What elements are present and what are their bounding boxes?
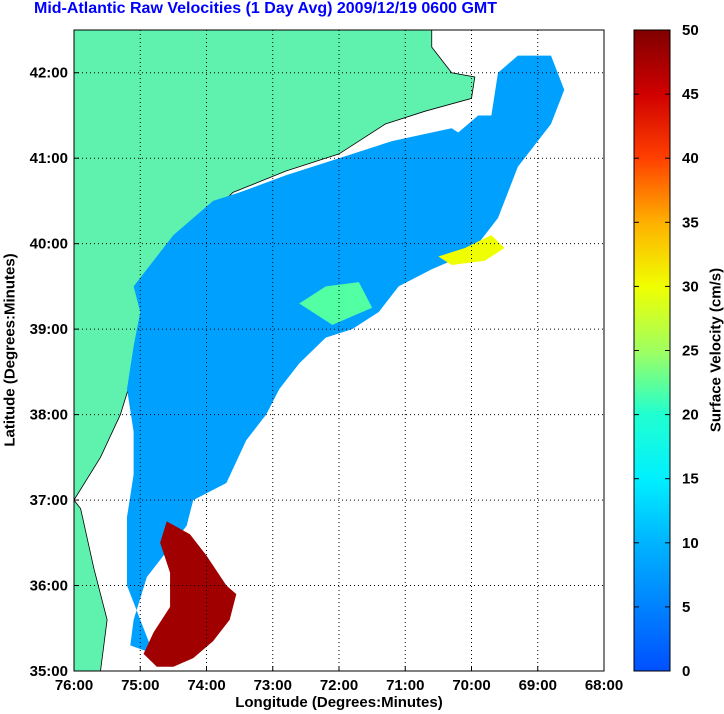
velocity-region-shelf-edge-yellow (299, 282, 373, 325)
colorbar-tick-label: 25 (682, 343, 699, 360)
velocity-region-main (127, 55, 565, 654)
colorbar-tick-label: 50 (682, 22, 699, 39)
colorbar-tick-label: 0 (682, 663, 690, 680)
x-tick-label: 76:00 (55, 677, 93, 694)
y-axis-label: Latitude (Degrees:Minutes) (1, 253, 19, 447)
y-tick-label: 40:00 (30, 236, 68, 253)
x-tick-label: 74:00 (187, 677, 225, 694)
x-tick-label: 70:00 (452, 677, 490, 694)
colorbar-tick-label: 20 (682, 407, 699, 424)
y-tick-label: 39:00 (30, 321, 68, 338)
x-axis-label: Longitude (Degrees:Minutes) (235, 694, 443, 711)
colorbar-tick-label: 15 (682, 471, 699, 488)
colorbar-tick-label: 5 (682, 599, 690, 616)
x-tick-label: 75:00 (121, 677, 159, 694)
colorbar-tick-label: 35 (682, 214, 699, 231)
colorbar (633, 29, 671, 672)
x-tick-label: 68:00 (585, 677, 623, 694)
velocity-region-gulfstream (143, 521, 237, 667)
colorbar-tick-label: 45 (682, 86, 699, 103)
colorbar-ticks: 0 5 10 15 20 25 30 35 40 45 50 (634, 22, 699, 680)
colorbar-tick-label: 30 (682, 278, 699, 295)
chart-title: Mid-Atlantic Raw Velocities (1 Day Avg) … (34, 0, 497, 17)
y-tick-label: 36:00 (30, 578, 68, 595)
grid (74, 30, 604, 671)
y-axis-ticks: 35:00 36:00 37:00 38:00 39:00 40:00 41:00 42:00 (30, 65, 79, 680)
y-tick-label: 35:00 (30, 663, 68, 680)
x-tick-label: 69:00 (519, 677, 557, 694)
y-tick-label: 42:00 (30, 65, 68, 82)
x-tick-label: 72:00 (320, 677, 358, 694)
colorbar-tick-label: 40 (682, 150, 699, 167)
colorbar-label: Surface Velocity (cm/s) (707, 267, 724, 433)
y-tick-label: 37:00 (30, 492, 68, 509)
x-axis-ticks: 76:00 75:00 74:00 73:00 72:00 71:00 70:00 69:00… (55, 666, 623, 694)
colorbar-tick-label: 10 (682, 535, 699, 552)
x-tick-label: 73:00 (254, 677, 292, 694)
y-tick-label: 38:00 (30, 407, 68, 424)
x-tick-label: 71:00 (386, 677, 424, 694)
y-tick-label: 41:00 (30, 150, 68, 167)
plot-area (74, 30, 565, 671)
